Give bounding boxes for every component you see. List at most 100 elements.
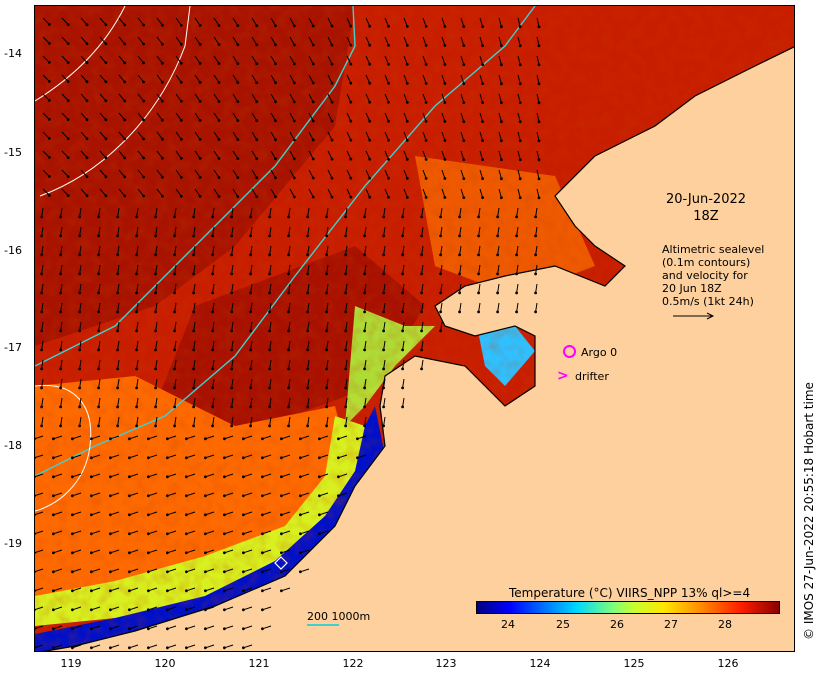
velocity-arrow-head <box>280 513 283 517</box>
velocity-arrow <box>155 397 158 407</box>
velocity-arrow <box>383 416 386 426</box>
velocity-arrow <box>80 131 88 140</box>
velocity-arrow <box>384 131 389 141</box>
velocity-arrow <box>535 264 538 274</box>
velocity-arrow <box>174 226 177 236</box>
velocity-arrow <box>243 511 253 516</box>
velocity-arrow-head <box>192 291 196 295</box>
velocity-arrow-head <box>242 570 245 574</box>
velocity-arrow <box>175 112 182 121</box>
velocity-arrow-head <box>462 25 466 28</box>
velocity-arrow <box>155 340 158 350</box>
velocity-arrow-head <box>147 532 150 536</box>
sst-map[interactable] <box>34 5 795 652</box>
velocity-arrow-head <box>325 405 328 409</box>
velocity-arrow <box>288 283 291 293</box>
velocity-arrow-head <box>161 42 164 46</box>
velocity-arrow-head <box>382 291 385 295</box>
velocity-arrow <box>53 644 63 649</box>
velocity-arrow <box>516 264 519 274</box>
velocity-arrow <box>460 150 465 160</box>
velocity-arrow <box>110 435 120 440</box>
velocity-arrow <box>300 530 310 535</box>
velocity-arrow <box>175 17 182 26</box>
velocity-arrow-head <box>306 367 309 371</box>
velocity-arrow <box>41 359 44 369</box>
velocity-arrow-head <box>382 234 385 238</box>
velocity-arrow <box>110 606 120 611</box>
velocity-arrow-head <box>128 551 131 555</box>
velocity-arrow <box>516 302 519 312</box>
velocity-arrow-head <box>85 118 89 122</box>
velocity-arrow <box>289 112 295 122</box>
velocity-arrow-head <box>59 329 62 333</box>
velocity-arrow <box>421 321 424 331</box>
velocity-arrow <box>99 36 107 45</box>
velocity-arrow-head <box>439 291 442 295</box>
velocity-arrow-head <box>185 494 188 498</box>
velocity-arrow-head <box>166 494 169 498</box>
velocity-arrow <box>193 283 196 293</box>
velocity-arrow <box>167 454 177 459</box>
velocity-arrow <box>156 55 163 64</box>
velocity-arrow <box>194 74 201 83</box>
velocity-arrow-head <box>325 348 328 352</box>
velocity-arrow <box>440 302 443 312</box>
velocity-arrow <box>174 321 177 331</box>
velocity-arrow-head <box>47 137 51 140</box>
velocity-arrow <box>136 321 139 331</box>
velocity-arrow-head <box>299 475 302 479</box>
velocity-arrow-head <box>179 23 183 27</box>
velocity-arrow <box>99 17 107 26</box>
velocity-arrow-head <box>166 627 169 631</box>
velocity-arrow <box>148 587 158 592</box>
velocity-arrow <box>136 378 139 388</box>
velocity-arrow <box>110 568 120 573</box>
velocity-arrow <box>338 473 348 478</box>
velocity-arrow <box>98 321 101 331</box>
velocity-arrow-head <box>52 589 55 593</box>
velocity-arrow <box>137 169 144 178</box>
velocity-arrow-head <box>500 25 503 29</box>
velocity-arrow <box>99 112 107 121</box>
velocity-arrow-head <box>192 348 196 352</box>
velocity-arrow-head <box>274 119 277 123</box>
velocity-arrow-head <box>439 329 442 333</box>
velocity-arrow-head <box>420 215 423 219</box>
velocity-arrow-head <box>299 494 302 498</box>
velocity-arrow <box>383 359 386 369</box>
velocity-arrow-head <box>204 456 207 460</box>
velocity-arrow-head <box>420 348 423 352</box>
velocity-arrow <box>53 568 63 573</box>
velocity-arrow-head <box>344 348 347 352</box>
velocity-arrow <box>193 378 196 388</box>
velocity-arrow-head <box>500 177 503 181</box>
velocity-arrow-head <box>537 25 541 29</box>
velocity-arrow-head <box>261 475 264 479</box>
velocity-arrow-head <box>424 120 428 123</box>
velocity-arrow <box>148 435 158 440</box>
velocity-arrow-head <box>135 215 138 219</box>
velocity-arrow-head <box>230 291 234 295</box>
velocity-arrow <box>61 93 69 101</box>
velocity-arrow <box>80 74 88 83</box>
velocity-arrow-head <box>344 310 347 314</box>
velocity-arrow-head <box>40 386 43 390</box>
velocity-arrow-head <box>330 81 334 85</box>
velocity-arrow <box>213 74 220 83</box>
velocity-arrow <box>118 131 126 140</box>
velocity-arrow-head <box>261 513 264 517</box>
velocity-arrow-head <box>261 551 264 555</box>
velocity-arrow <box>148 644 158 649</box>
velocity-arrow-head <box>325 310 328 314</box>
velocity-arrow <box>402 302 405 312</box>
velocity-arrow-head <box>349 176 353 180</box>
velocity-arrow <box>186 587 196 592</box>
velocity-arrow-head <box>424 44 428 47</box>
velocity-arrow-head <box>382 405 385 409</box>
velocity-arrow <box>53 530 63 535</box>
velocity-arrow <box>365 17 371 27</box>
velocity-arrow <box>383 283 386 293</box>
velocity-arrow-head <box>71 513 74 517</box>
velocity-arrow-head <box>287 386 290 390</box>
